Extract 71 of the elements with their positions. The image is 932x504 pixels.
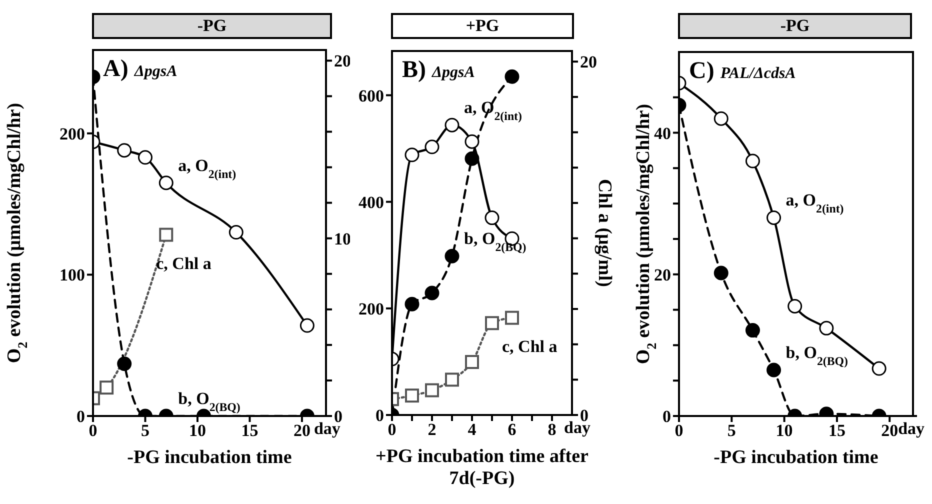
x-tick-label: 10 xyxy=(188,421,206,440)
series-label: c, Chl a xyxy=(156,254,212,273)
x-tick-label: 5 xyxy=(727,421,736,440)
point xyxy=(745,323,760,338)
y-tick-label: 400 xyxy=(358,192,384,212)
point xyxy=(444,248,460,264)
x-axis-title: -PG incubation time xyxy=(126,447,293,469)
series-label: c, Chl a xyxy=(502,336,558,356)
point xyxy=(766,362,782,378)
point xyxy=(819,320,834,336)
point xyxy=(444,118,460,132)
x-tick-label: 20 xyxy=(881,421,898,440)
x-tick-label: 15 xyxy=(828,421,846,440)
condition-box: +PG xyxy=(391,13,574,39)
y-tick-label: 200 xyxy=(60,124,85,144)
series-label: b, O$_{2(BQ)}$ xyxy=(786,342,848,368)
point xyxy=(404,148,420,162)
point xyxy=(714,266,728,280)
y-tick-label: 20 xyxy=(654,265,671,284)
x-axis-title: -PG incubation time xyxy=(712,447,880,469)
point xyxy=(404,296,420,312)
x-tick-label: 8 xyxy=(548,420,556,440)
y-tick-label: 0 xyxy=(376,406,384,426)
point xyxy=(485,316,499,330)
point xyxy=(872,361,886,376)
x-tick-label: 4 xyxy=(468,420,477,440)
point xyxy=(424,286,440,300)
point xyxy=(464,151,480,166)
condition-box: -PG xyxy=(92,13,332,39)
chart-title: B) ΔpgsA xyxy=(402,57,475,83)
x-tick-label: 0 xyxy=(388,420,396,440)
y-tick-label: 200 xyxy=(358,299,384,318)
point xyxy=(714,111,728,126)
x-axis-title: +PG incubation time after 7d(-PG) xyxy=(374,446,590,490)
point xyxy=(405,388,419,403)
y2-axis-title: Chl a (μg/ml) xyxy=(594,179,615,287)
series-label: b, O$_{2(BQ)}$ xyxy=(178,389,240,414)
x-tick-label: 0 xyxy=(88,421,98,440)
point xyxy=(465,354,479,369)
y-tick-label: 600 xyxy=(358,86,384,106)
y-tick-label: 0 xyxy=(76,407,85,426)
point xyxy=(504,69,520,84)
chart-title: C) PAL/ΔcdsA xyxy=(689,58,796,84)
point xyxy=(788,298,802,314)
y2-tick-label: 20 xyxy=(580,52,597,72)
condition-box: -PG xyxy=(678,13,912,39)
x-tick-label: 2 xyxy=(428,420,436,440)
x-tick-label: 6 xyxy=(508,420,516,440)
point xyxy=(745,154,760,168)
point xyxy=(445,372,459,387)
x-tick-label: 20 xyxy=(293,421,310,440)
y2-tick-label: 20 xyxy=(334,52,351,71)
point xyxy=(424,140,440,154)
text: day xyxy=(898,419,925,439)
point xyxy=(766,210,782,225)
point xyxy=(505,310,519,325)
x-tick-label: 0 xyxy=(674,421,684,440)
series-label: a, O$_{2(int)}$ xyxy=(786,190,844,216)
x-tick-label: 10 xyxy=(776,421,793,440)
point xyxy=(484,210,500,226)
y-tick-label: 100 xyxy=(60,266,85,285)
point xyxy=(425,383,439,398)
y-tick-label: 0 xyxy=(662,407,671,426)
y-tick-label: 40 xyxy=(654,124,671,143)
chart-title: A) ΔpgsA xyxy=(103,56,178,82)
series-label: b, O$_{2(BQ)}$ xyxy=(464,229,526,254)
x-tick-label: 5 xyxy=(140,421,150,440)
series-label: a, O$_{2(int)}$ xyxy=(178,156,236,181)
point xyxy=(464,134,480,149)
x-tick-label: 15 xyxy=(241,421,258,440)
y2-tick-label: 10 xyxy=(334,229,351,248)
